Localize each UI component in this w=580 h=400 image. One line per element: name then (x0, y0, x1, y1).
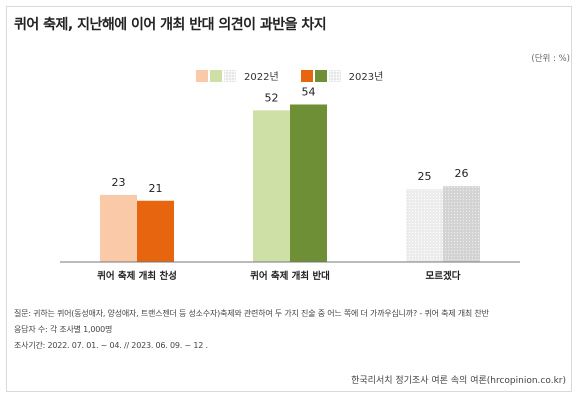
chart-title: 퀴어 축제, 지난해에 이어 개최 반대 의견이 과반을 차지 (14, 17, 327, 33)
value-label-2022-approve: 23 (112, 176, 126, 189)
legend-swatch-2022-green (210, 69, 222, 82)
bar-2022-unknown (406, 189, 443, 262)
bar-2023-unknown (443, 186, 480, 262)
legend-item-2023: 2023년 (300, 68, 384, 83)
unit-note: (단위 : %) (531, 54, 570, 64)
legend-swatch-2022-orange (196, 69, 208, 82)
legend-item-2022: 2022년 (196, 68, 279, 83)
note-question: 질문: 귀하는 퀴어(동성애자, 양성애자, 트랜스젠더 등 성소수자)축제와 … (14, 309, 489, 318)
bar-2023-oppose (290, 104, 327, 262)
bar-2023-approve (137, 200, 174, 262)
legend-label-2023: 2023년 (348, 72, 384, 83)
value-label-2022-unknown: 25 (418, 170, 432, 183)
note-respondents: 응답자 수: 각 조사별 1,000명 (14, 325, 113, 334)
legend-swatch-2022-gray (224, 69, 236, 82)
value-label-2023-oppose: 54 (302, 86, 316, 99)
value-label-2023-unknown: 26 (455, 167, 469, 180)
legend-swatch-2023-orange (300, 69, 313, 82)
legend-swatch-2023-green (314, 69, 327, 82)
legend-swatch-2023-gray (328, 69, 341, 82)
source-credit: 한국리서치 정기조사 여론 속의 여론(hrcopinion.co.kr) (351, 376, 566, 386)
category-label-approve: 퀴어 축제 개최 찬성 (97, 270, 177, 282)
category-label-oppose: 퀴어 축제 개최 반대 (250, 270, 330, 282)
bar-2022-oppose (253, 110, 290, 262)
value-label-2022-oppose: 52 (265, 91, 279, 104)
value-label-2023-approve: 21 (149, 182, 163, 195)
category-label-unknown: 모르겠다 (426, 270, 461, 282)
bar-2022-approve (100, 194, 137, 262)
legend: 2022년 2023년 (196, 68, 405, 83)
legend-label-2022: 2022년 (244, 72, 279, 83)
note-period: 조사기간: 2022. 07. 01. ~ 04. // 2023. 06. 0… (14, 341, 208, 350)
chart-notes: 질문: 귀하는 퀴어(동성애자, 양성애자, 트랜스젠더 등 성소수자)축제와 … (14, 306, 489, 354)
